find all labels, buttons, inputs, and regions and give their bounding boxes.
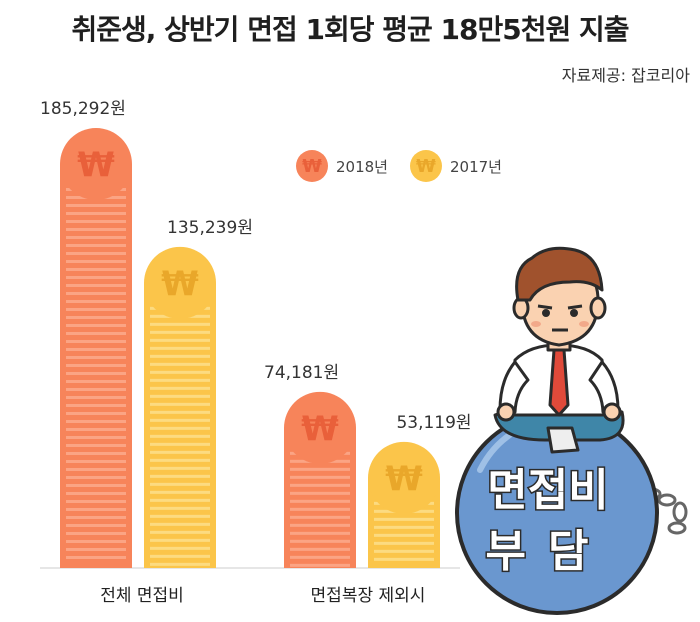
coin-icon: ₩: [409, 150, 442, 182]
data-label: 53,119원: [396, 413, 471, 433]
data-label: 185,292원: [40, 99, 126, 119]
person-icon: [493, 246, 625, 454]
won-icon: ₩: [161, 264, 199, 304]
legend-label: 2017년: [449, 157, 502, 176]
bar-1-0: ₩: [144, 246, 216, 568]
won-icon: ₩: [77, 145, 115, 185]
won-icon: ₩: [301, 409, 339, 449]
bar-0-1: ₩: [284, 391, 356, 568]
bar-1-1: ₩: [368, 441, 440, 568]
category-label: 전체 면접비: [100, 586, 184, 606]
legend-label: 2018년: [336, 157, 388, 176]
legend-item-2018: ₩ 2018년: [296, 150, 388, 182]
category-label: 면접복장 제외시: [310, 586, 426, 606]
data-label: 74,181원: [264, 363, 339, 383]
legend: ₩ 2018년 ₩ 2017년: [296, 150, 502, 182]
ball-text-line2: 부담: [486, 526, 611, 577]
data-label: 135,239원: [167, 218, 253, 238]
ball-text-line1: 면접비: [487, 465, 608, 516]
legend-item-2017: ₩ 2017년: [409, 150, 502, 182]
coin-icon: ₩: [296, 150, 328, 182]
source-note: 자료제공: 잡코리아: [561, 66, 690, 85]
bar-0-0: ₩: [60, 128, 132, 568]
chart-title: 취준생, 상반기 면접 1회당 평균 18만5천원 지출: [71, 13, 630, 46]
won-icon: ₩: [385, 459, 423, 499]
